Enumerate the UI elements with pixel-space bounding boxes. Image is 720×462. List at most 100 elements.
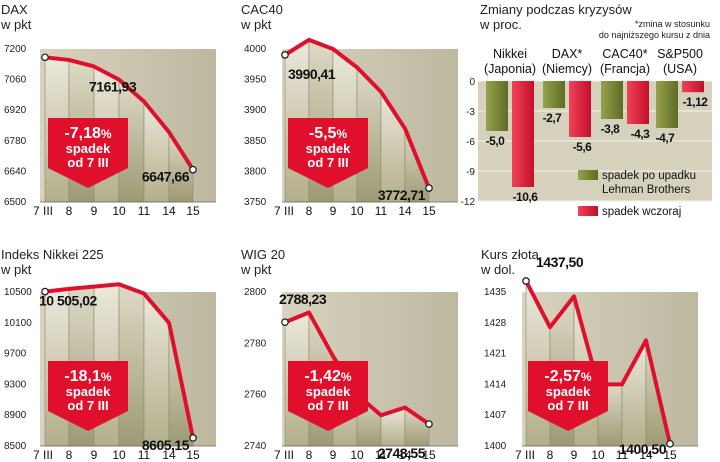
- chart-title: Indeks Nikkei 225: [1, 247, 104, 262]
- x-tick-label: 14: [162, 204, 176, 218]
- start-point: [41, 53, 49, 62]
- y-tick-label: 7200: [4, 44, 27, 55]
- x-tick-label: 9: [91, 448, 98, 462]
- x-tick-label: 10: [112, 204, 126, 218]
- y-tick-label: 3750: [244, 197, 267, 208]
- arrow-shape: [48, 361, 128, 431]
- y-tick-label: 6780: [4, 136, 27, 147]
- first-value-label: 7161,93: [89, 78, 137, 94]
- end-point: [189, 434, 197, 442]
- bar-value-label: -5,6: [573, 140, 593, 154]
- x-tick-label: 7 III: [33, 448, 53, 462]
- change-from: od 7 III: [307, 398, 348, 413]
- group-country: (Francja): [600, 62, 650, 76]
- change-unit: %: [336, 127, 347, 141]
- change-word: spadek: [66, 384, 112, 399]
- arrow-shape: [528, 361, 608, 431]
- change-word: spadek: [306, 141, 352, 156]
- x-tick-label: 10: [350, 448, 364, 462]
- change-number: -18,1: [64, 368, 101, 385]
- group-name: DAX*: [552, 47, 583, 61]
- first-value-label: 2788,23: [279, 291, 327, 307]
- bar-value-label: -1,12: [683, 95, 709, 109]
- change-number: -2,57: [544, 368, 581, 385]
- change-word: spadek: [66, 141, 112, 156]
- change-number: -7,18: [64, 125, 101, 142]
- y-tick-label: 6920: [4, 105, 27, 116]
- change-unit: %: [341, 370, 352, 384]
- bar-wczoraj: [512, 81, 534, 187]
- y-tick-label: 3900: [244, 105, 267, 116]
- start-point: [522, 277, 530, 285]
- x-tick-label: 14: [162, 448, 176, 462]
- bar-value-label: -5,0: [486, 134, 506, 148]
- end-point: [666, 439, 674, 448]
- change-value: -18,1%: [64, 368, 111, 385]
- y-tick-label: 2780: [244, 338, 267, 349]
- bar-lehman: [486, 81, 508, 131]
- start-point: [281, 51, 289, 59]
- y-tick-label: 2800: [244, 287, 267, 298]
- x-tick-label: 10: [350, 204, 364, 218]
- bar-wczoraj: [682, 81, 704, 93]
- x-tick-label: 8: [66, 448, 73, 462]
- x-tick-label: 14: [398, 448, 412, 462]
- bar-value-label: -4,3: [631, 127, 651, 141]
- change-from: od 7 III: [307, 155, 348, 170]
- x-tick-label: 7 III: [274, 448, 294, 462]
- last-value-label: 8605,15: [142, 437, 190, 453]
- x-tick-label: 7 III: [33, 204, 53, 218]
- chart-title: Kurs złota: [481, 247, 540, 262]
- group-country: (Niemcy): [542, 62, 592, 76]
- x-tick-label: 8: [306, 448, 313, 462]
- bar-value-label: -3,8: [601, 122, 621, 136]
- change-from: od 7 III: [67, 398, 108, 413]
- x-tick-label: 11: [138, 204, 151, 218]
- x-tick-label: 15: [186, 204, 200, 218]
- y-tick-label: 7060: [4, 75, 27, 86]
- group-name: Nikkei: [493, 47, 527, 61]
- x-tick-label: 15: [422, 448, 436, 462]
- y-tick-label: 6500: [4, 197, 27, 208]
- x-tick-label: 8: [306, 204, 313, 218]
- change-from: od 7 III: [547, 398, 588, 413]
- bar-lehman: [543, 81, 565, 108]
- x-tick-label: 7 III: [515, 448, 535, 462]
- first-value-label: 1437,50: [536, 254, 584, 270]
- change-value: -2,57%: [544, 368, 591, 385]
- chart-title: CAC40: [241, 2, 283, 17]
- change-unit: %: [581, 370, 592, 384]
- x-tick-label: 15: [422, 204, 436, 218]
- end-point: [425, 420, 433, 428]
- y-tick-label: 1414: [484, 379, 507, 390]
- y-tick-label: 2760: [244, 390, 267, 401]
- series-line: [43, 282, 195, 440]
- chart-subtitle: w pkt: [240, 262, 272, 277]
- chart-subtitle: w pkt: [0, 17, 32, 32]
- chart-subtitle: w dol.: [480, 262, 515, 277]
- group-name: S&P500: [657, 47, 703, 61]
- x-tick-label: 11: [616, 448, 629, 462]
- change-unit: %: [101, 127, 112, 141]
- y-tick-label: 3950: [244, 75, 267, 86]
- x-tick-label: 7 III: [274, 204, 294, 218]
- y-tick-label: 4000: [244, 44, 267, 55]
- end-point: [189, 165, 197, 174]
- legend-label: spadek po upadku: [602, 170, 696, 182]
- chart-title: WIG 20: [241, 247, 285, 262]
- chart-title: DAX: [1, 2, 28, 17]
- chart-subtitle: w pkt: [240, 17, 272, 32]
- change-number: -1,42: [304, 368, 341, 385]
- legend-swatch-wczoraj: [578, 206, 598, 216]
- x-tick-label: 14: [639, 448, 653, 462]
- x-tick-label: 11: [375, 448, 388, 462]
- group-name: CAC40*: [602, 47, 647, 61]
- x-tick-label: 11: [375, 204, 388, 218]
- chart-title: Zmiany podczas kryzysów: [480, 2, 632, 17]
